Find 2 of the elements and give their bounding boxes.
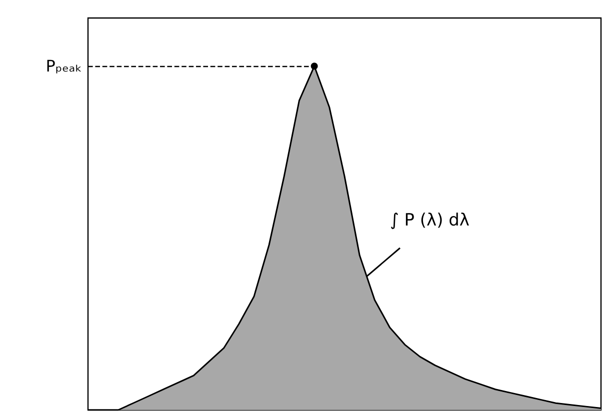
ref-line-label: Pₚₑₐₖ bbox=[46, 56, 82, 76]
annotation: ∫ P (λ) dλ bbox=[390, 210, 470, 230]
